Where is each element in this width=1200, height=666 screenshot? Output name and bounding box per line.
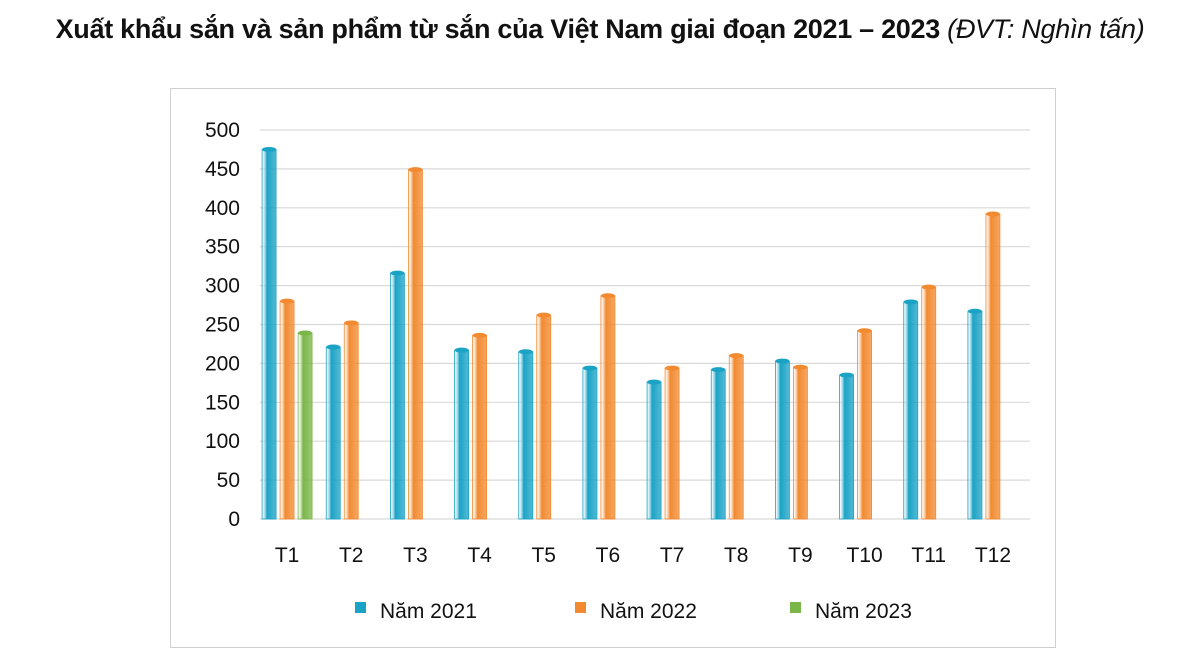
legend-swatch	[355, 602, 366, 613]
bar-năm-2022-t9	[793, 366, 808, 520]
chart-title: Xuất khẩu sắn và sản phẩm từ sắn của Việ…	[0, 14, 1200, 45]
y-tick-label: 50	[217, 469, 240, 492]
bar-cap	[711, 367, 726, 373]
bar-cap	[408, 167, 423, 173]
x-tick-label: T6	[596, 544, 621, 567]
bar-năm-2022-t6	[600, 295, 616, 520]
bar-năm-2022-t2	[343, 322, 359, 520]
y-tick-label: 300	[205, 275, 240, 298]
legend-label: Năm 2022	[600, 600, 697, 623]
bar-năm-2022-t3	[408, 169, 423, 520]
title-text: Xuất khẩu sắn và sản phẩm từ sắn của Việ…	[55, 14, 941, 44]
legend-swatch	[575, 602, 586, 613]
bar-năm-2021-t10	[839, 374, 854, 520]
bar-năm-2021-t6	[582, 367, 598, 520]
bar-năm-2021-t8	[710, 369, 726, 520]
bar-năm-2022-t12	[985, 213, 1001, 520]
legend-label: Năm 2021	[380, 600, 477, 623]
bar-năm-2022-t5	[536, 314, 552, 520]
bar-cap	[665, 365, 680, 371]
y-tick-label: 150	[205, 391, 240, 414]
bar-cap	[857, 328, 872, 334]
y-tick-label: 100	[205, 430, 240, 453]
unit-text: (ĐVT: Nghìn tấn)	[947, 14, 1145, 44]
bar-cap	[793, 364, 808, 370]
legend-swatch	[790, 602, 801, 613]
y-tick-label: 450	[205, 158, 240, 181]
y-tick-label: 500	[205, 119, 240, 142]
bar-cap	[967, 308, 982, 314]
y-tick-label: 250	[205, 314, 240, 337]
x-tick-label: T3	[403, 544, 428, 567]
x-tick-label: T2	[339, 544, 364, 567]
x-tick-label: T5	[531, 544, 556, 567]
bar-cap	[729, 353, 744, 359]
bar-năm-2021-t9	[775, 360, 790, 520]
x-tick-label: T7	[660, 544, 685, 567]
bar-cap	[454, 347, 469, 353]
bar-năm-2021-t2	[325, 346, 341, 520]
bar-năm-2021-t4	[454, 349, 469, 520]
bar-năm-2021-t11	[903, 301, 919, 520]
bar-cap	[600, 293, 615, 299]
x-tick-label: T4	[467, 544, 492, 567]
bar-năm-2022-t1	[279, 300, 295, 520]
x-tick-label: T1	[275, 544, 300, 567]
legend-label: Năm 2023	[815, 600, 912, 623]
bar-cap	[472, 332, 487, 338]
bar-cap	[839, 372, 854, 378]
y-tick-label: 200	[205, 352, 240, 375]
bar-năm-2022-t10	[857, 330, 872, 520]
bar-cap	[298, 330, 313, 336]
bar-cap	[647, 379, 662, 385]
bar-năm-2021-t1	[261, 149, 277, 520]
bar-năm-2022-t8	[728, 355, 744, 520]
bar-cap	[518, 349, 533, 355]
y-tick-label: 350	[205, 236, 240, 259]
bar-cap	[903, 299, 918, 305]
bar-cap	[775, 358, 790, 364]
bar-cap	[985, 211, 1000, 217]
bar-cap	[582, 365, 597, 371]
x-tick-label: T8	[724, 544, 749, 567]
bar-cap	[536, 312, 551, 318]
bar-cap	[921, 284, 936, 290]
bar-cap	[326, 344, 341, 350]
x-tick-label: T10	[846, 544, 882, 567]
y-tick-label: 400	[205, 197, 240, 220]
bar-cap	[280, 298, 295, 304]
bar-năm-2021-t12	[967, 310, 983, 520]
x-tick-label: T12	[975, 544, 1011, 567]
bar-năm-2023-t1	[297, 332, 313, 520]
bar-năm-2022-t7	[664, 367, 680, 520]
bar-năm-2021-t7	[646, 381, 662, 520]
bar-cap	[390, 270, 405, 276]
x-tick-label: T11	[911, 544, 946, 567]
x-tick-label: T9	[788, 544, 813, 567]
bar-năm-2021-t3	[390, 272, 405, 520]
bar-năm-2022-t11	[921, 286, 937, 520]
bar-năm-2022-t4	[472, 334, 487, 520]
bar-cap	[344, 320, 359, 326]
y-tick-label: 0	[228, 508, 240, 531]
bar-năm-2021-t5	[518, 351, 534, 520]
bar-cap	[262, 146, 277, 152]
